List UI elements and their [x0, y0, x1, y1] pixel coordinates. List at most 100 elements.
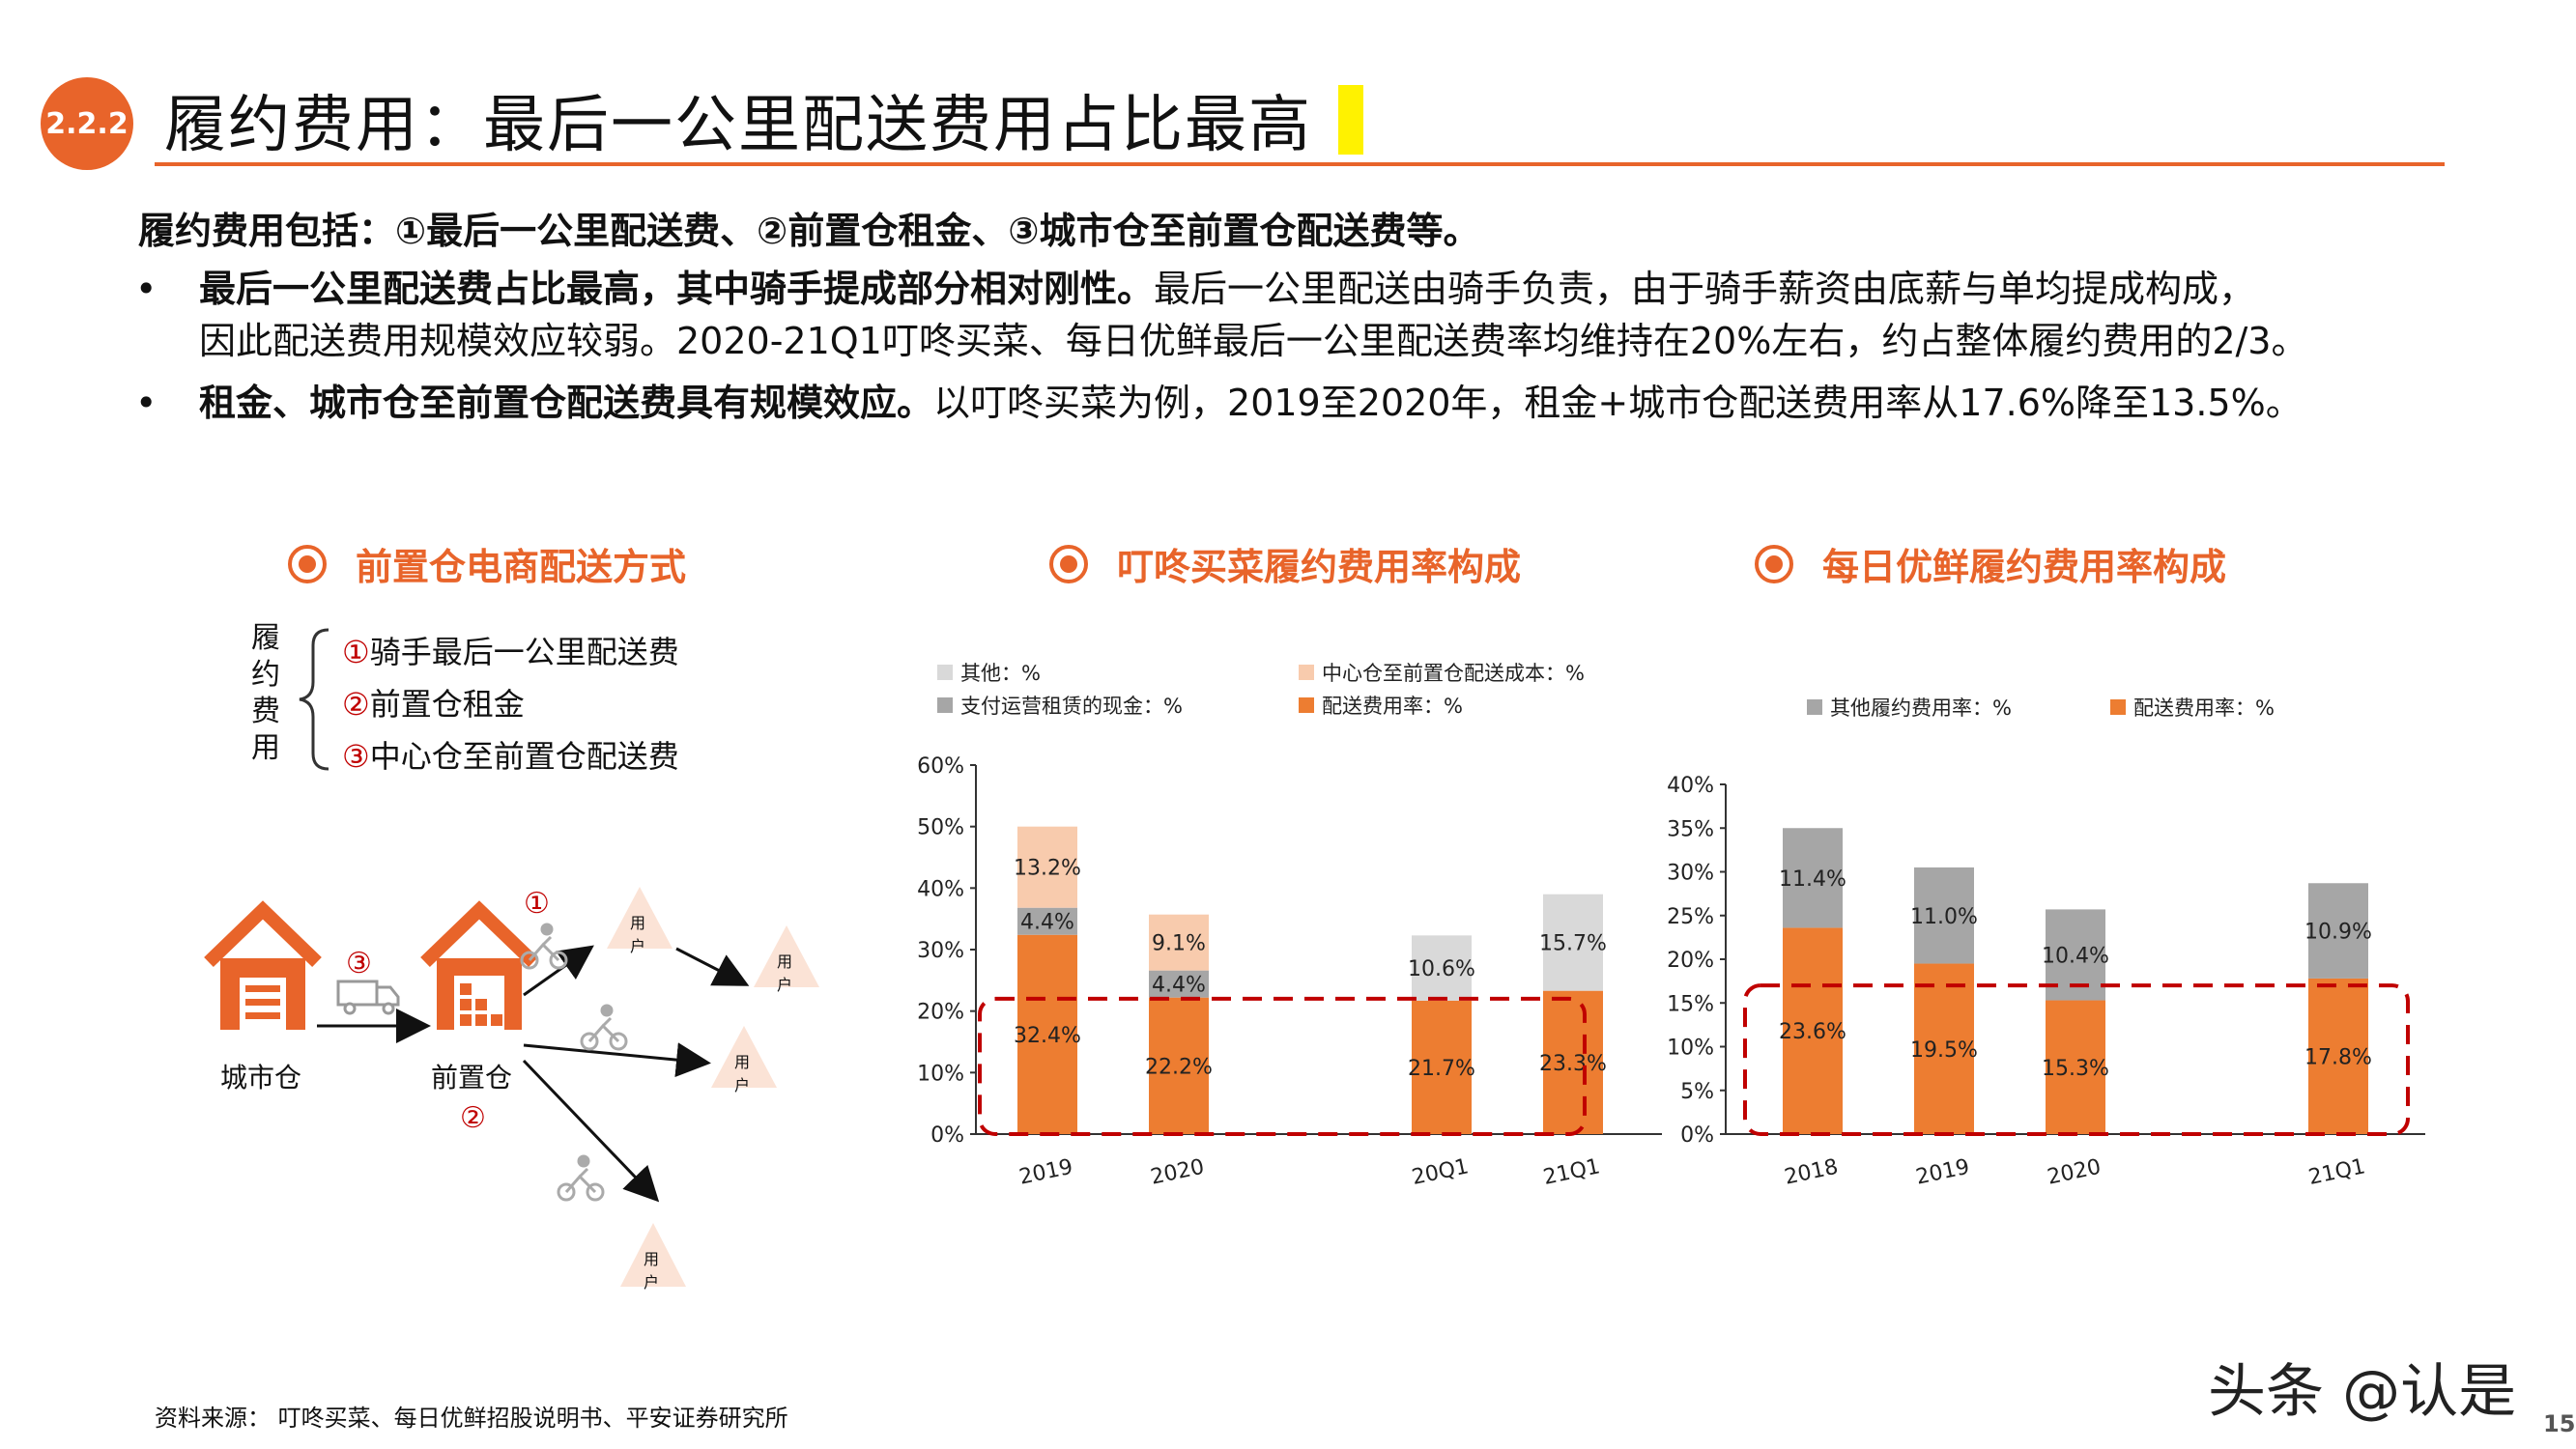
watermark: 头条 @认是	[2208, 1358, 2517, 1426]
legend-label: 配送费用率：%	[1322, 695, 1463, 718]
rider-icon	[580, 1004, 628, 1051]
user-label: 用户	[734, 1053, 751, 1094]
legend-label: 配送费用率：%	[2133, 696, 2275, 720]
bullet-1: • 最后一公里配送费占比最高，其中骑手提成部分相对刚性。最后一公里配送由骑手负责…	[135, 263, 2454, 369]
target-icon	[1755, 544, 1793, 583]
y-tick-label: 20%	[917, 1001, 964, 1025]
title-divider	[155, 162, 2445, 166]
user-label: 用户	[777, 952, 793, 994]
target-icon	[288, 544, 327, 583]
legend-swatch	[1807, 699, 1822, 715]
data-label: 11.0%	[1910, 905, 1978, 929]
chart2-title: 每日优鲜履约费用率构成	[1755, 537, 2226, 590]
rider-icon	[520, 923, 568, 970]
city-warehouse-label: 城市仓	[220, 1062, 302, 1094]
bar-segment	[1017, 826, 1077, 908]
bullet-2: • 租金、城市仓至前置仓配送费具有规模效应。以叮咚买菜为例，2019至2020年…	[135, 377, 2454, 431]
legend-swatch	[1299, 697, 1314, 713]
rider-icon	[557, 1154, 605, 1202]
user-triangle	[711, 1026, 777, 1088]
section-badge: 2.2.2	[41, 77, 133, 170]
y-tick-label: 0%	[1680, 1123, 1714, 1148]
bar-segment	[1017, 907, 1077, 935]
y-tick-label: 40%	[917, 877, 964, 901]
bar-segment	[2308, 883, 2368, 979]
data-label: 11.4%	[1779, 867, 1846, 892]
truck-icon	[336, 980, 400, 1015]
data-label: 4.4%	[1020, 911, 1074, 935]
x-tick-label: 2020	[2046, 1155, 2104, 1190]
legend-label: 其他履约费用率：%	[1830, 696, 2012, 720]
highlight-box	[1743, 983, 2410, 1136]
x-tick-label: 21Q1	[2306, 1154, 2367, 1190]
bracket-char: 约	[251, 658, 280, 692]
bullet-1-line2: 因此配送费用规模效应较弱。2020-21Q1叮咚买菜、每日优鲜最后一公里配送费率…	[199, 320, 2308, 362]
chart1-title: 叮咚买菜履约费用率构成	[1049, 537, 1521, 590]
flow-num-1: ①	[524, 887, 550, 921]
source-note: 资料来源： 叮咚买菜、每日优鲜招股说明书、平安证券研究所	[155, 1405, 788, 1432]
user-triangle	[607, 887, 673, 949]
bullet-1-text: 最后一公里配送由骑手负责，由于骑手薪资由底薪与单均提成构成，	[1154, 268, 2256, 310]
flow-num-3: ③	[346, 947, 372, 980]
curly-brace-icon	[299, 628, 329, 771]
bullet-2-bold: 租金、城市仓至前置仓配送费具有规模效应。	[199, 382, 934, 424]
bar-segment	[1543, 990, 1603, 1134]
legend-swatch	[1299, 665, 1314, 680]
legend-swatch	[2110, 699, 2126, 715]
x-tick-label: 20Q1	[1410, 1154, 1471, 1190]
legend-label: 支付运营租赁的现金：%	[960, 695, 1183, 718]
fee-item-1: ①骑手最后一公里配送费	[342, 634, 679, 670]
fee-item-3: ③中心仓至前置仓配送费	[342, 738, 679, 775]
bullet-dot: •	[135, 268, 157, 310]
bar-segment	[2046, 1000, 2105, 1134]
x-tick-label: 2018	[1783, 1155, 1841, 1190]
bar-segment	[1914, 867, 1974, 964]
bar-segment	[2308, 978, 2368, 1134]
bracket-char: 履	[251, 621, 280, 655]
bar-segment	[1412, 935, 1472, 1001]
bar-segment	[1543, 894, 1603, 991]
bracket-char: 用	[251, 731, 280, 765]
bullet-1-bold: 最后一公里配送费占比最高，其中骑手提成部分相对刚性。	[199, 268, 1155, 310]
data-label: 4.4%	[1152, 974, 1206, 998]
highlight-mark	[1338, 85, 1363, 155]
city-warehouse-icon	[204, 900, 322, 1030]
data-label: 17.8%	[2304, 1045, 2372, 1069]
bar-segment	[1783, 927, 1843, 1134]
x-tick-label: 2020	[1149, 1155, 1207, 1190]
delivery-flow-diagram	[204, 887, 819, 1287]
data-label: 13.2%	[1014, 857, 1081, 881]
bar-segment	[1017, 934, 1077, 1134]
front-warehouse-label: 前置仓	[431, 1062, 513, 1094]
diagram-title: 前置仓电商配送方式	[288, 537, 686, 590]
y-tick-label: 20%	[1667, 949, 1714, 973]
highlight-box	[978, 996, 1587, 1136]
data-label: 21.7%	[1408, 1057, 1475, 1081]
data-label: 9.1%	[1152, 932, 1206, 956]
bullet-dot: •	[135, 382, 157, 424]
y-tick-label: 15%	[1667, 992, 1714, 1016]
data-label: 10.6%	[1408, 957, 1475, 981]
flow-num-2: ②	[460, 1101, 486, 1135]
bar-segment	[1412, 1000, 1472, 1134]
user-triangle	[754, 925, 819, 987]
front-warehouse-icon	[420, 900, 538, 1030]
y-tick-label: 60%	[917, 754, 964, 779]
y-tick-label: 35%	[1667, 817, 1714, 841]
data-label: 23.6%	[1779, 1020, 1846, 1044]
data-label: 19.5%	[1910, 1038, 1978, 1063]
y-tick-label: 5%	[1680, 1080, 1714, 1104]
legend-swatch	[937, 697, 953, 713]
x-tick-label: 21Q1	[1541, 1154, 1602, 1190]
fee-bracket-label: 履 约 费 用	[249, 620, 282, 767]
page-number: 15	[2543, 1410, 2576, 1437]
data-label: 10.4%	[2042, 944, 2109, 968]
data-label: 23.3%	[1539, 1052, 1607, 1076]
bar-segment	[1149, 997, 1209, 1134]
y-tick-label: 30%	[917, 939, 964, 963]
y-tick-label: 10%	[1667, 1037, 1714, 1061]
data-label: 15.7%	[1539, 932, 1607, 956]
bar-segment	[1149, 914, 1209, 971]
bar-segment	[1914, 963, 1974, 1134]
user-triangle	[620, 1223, 686, 1287]
